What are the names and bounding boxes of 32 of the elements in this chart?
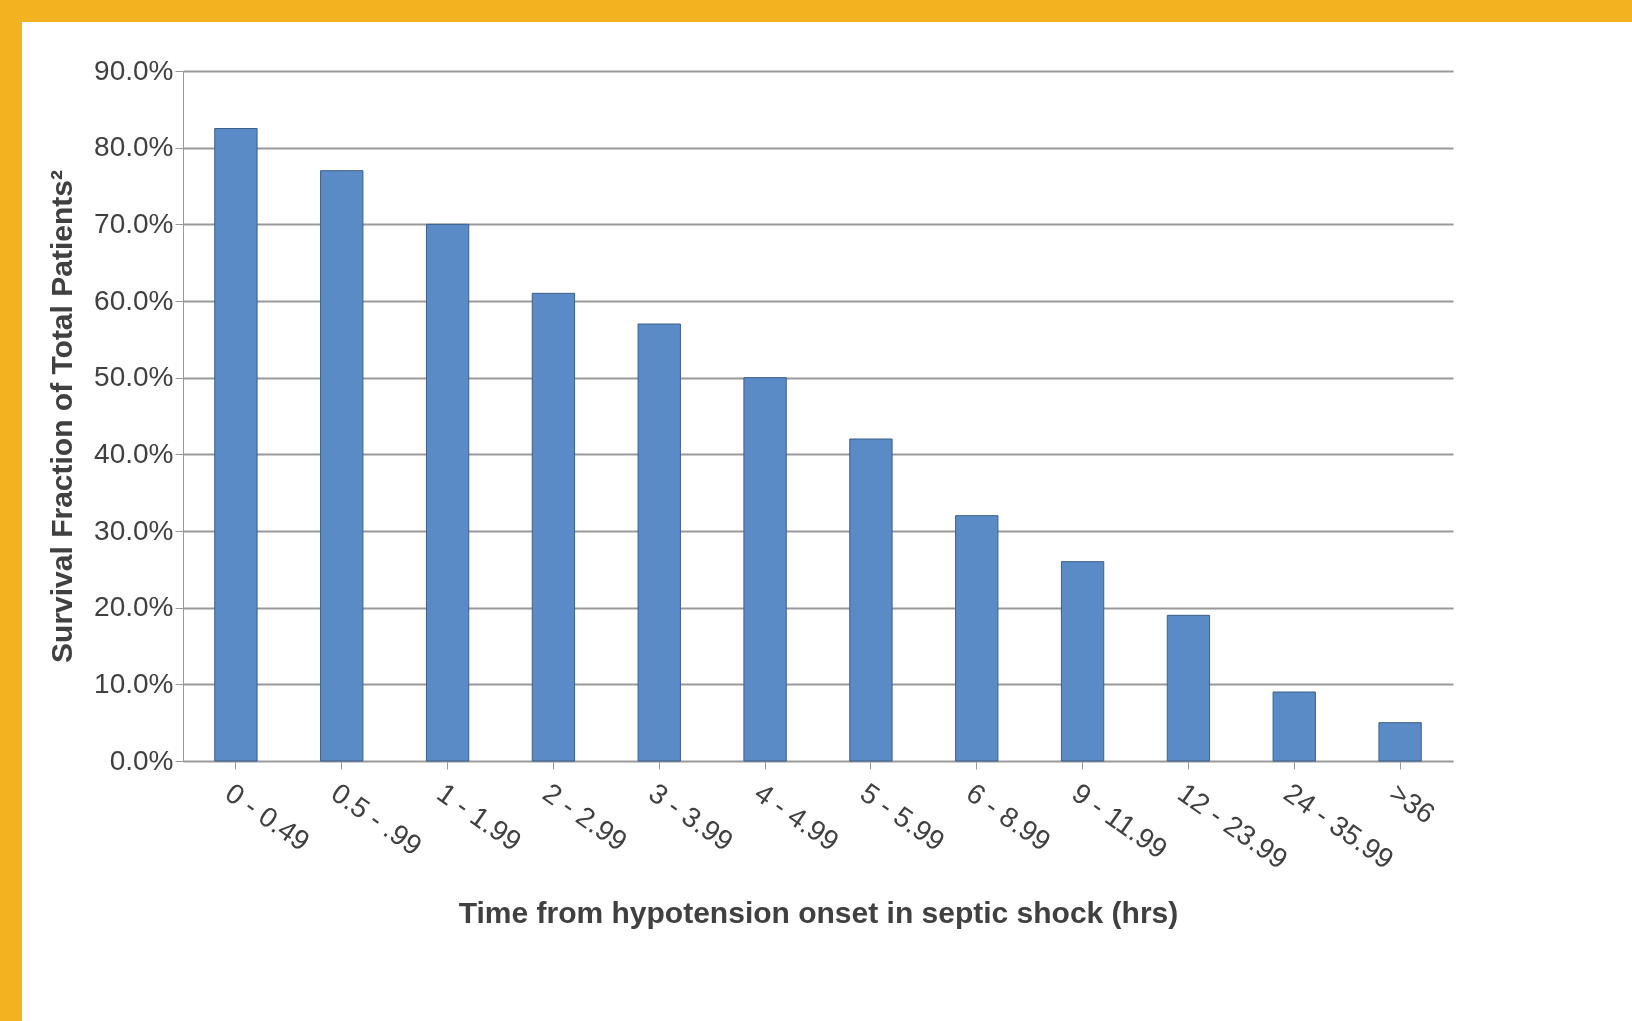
y-tick-label: 30.0%: [94, 514, 174, 546]
y-tick-label: 0.0%: [109, 744, 174, 776]
y-tick-label: 20.0%: [94, 591, 174, 623]
bar: [955, 515, 999, 762]
y-tick-label: 50.0%: [94, 361, 174, 393]
bar: [637, 323, 681, 762]
bar: [425, 223, 470, 762]
y-tick-label: 60.0%: [94, 284, 174, 316]
x-axis-title: Time from hypotension onset in septic shock (hrs): [458, 895, 1179, 929]
bar: [743, 377, 787, 762]
x-tick-label: 6 - 8.99: [960, 777, 1057, 857]
x-tick-label: 2 - 2.99: [537, 777, 633, 857]
y-axis-title: Survival Fraction of Total Patients²: [45, 170, 79, 663]
x-tick-label: 5 - 5.99: [854, 777, 951, 857]
bar: [1378, 722, 1422, 762]
y-tick-label: 90.0%: [94, 54, 174, 86]
x-tick-label: 3 - 3.99: [643, 777, 739, 857]
y-tick-label: 80.0%: [94, 131, 174, 163]
x-tick-label: 1 - 1.99: [431, 777, 528, 857]
bar: [1166, 614, 1211, 762]
y-tick-label: 70.0%: [94, 207, 174, 239]
y-tick-label: 40.0%: [94, 437, 174, 469]
x-tick-label: 0 - 0.49: [219, 777, 316, 857]
bar: [1060, 561, 1105, 762]
bar: [320, 170, 364, 762]
x-tick-label: 0.5 - .99: [325, 777, 428, 862]
y-tick-label: 10.0%: [94, 667, 174, 699]
bar: [849, 438, 893, 762]
x-tick-label: 4 - 4.99: [749, 777, 845, 857]
bar: [214, 128, 258, 762]
bar: [1272, 691, 1316, 762]
bar: [531, 292, 576, 762]
